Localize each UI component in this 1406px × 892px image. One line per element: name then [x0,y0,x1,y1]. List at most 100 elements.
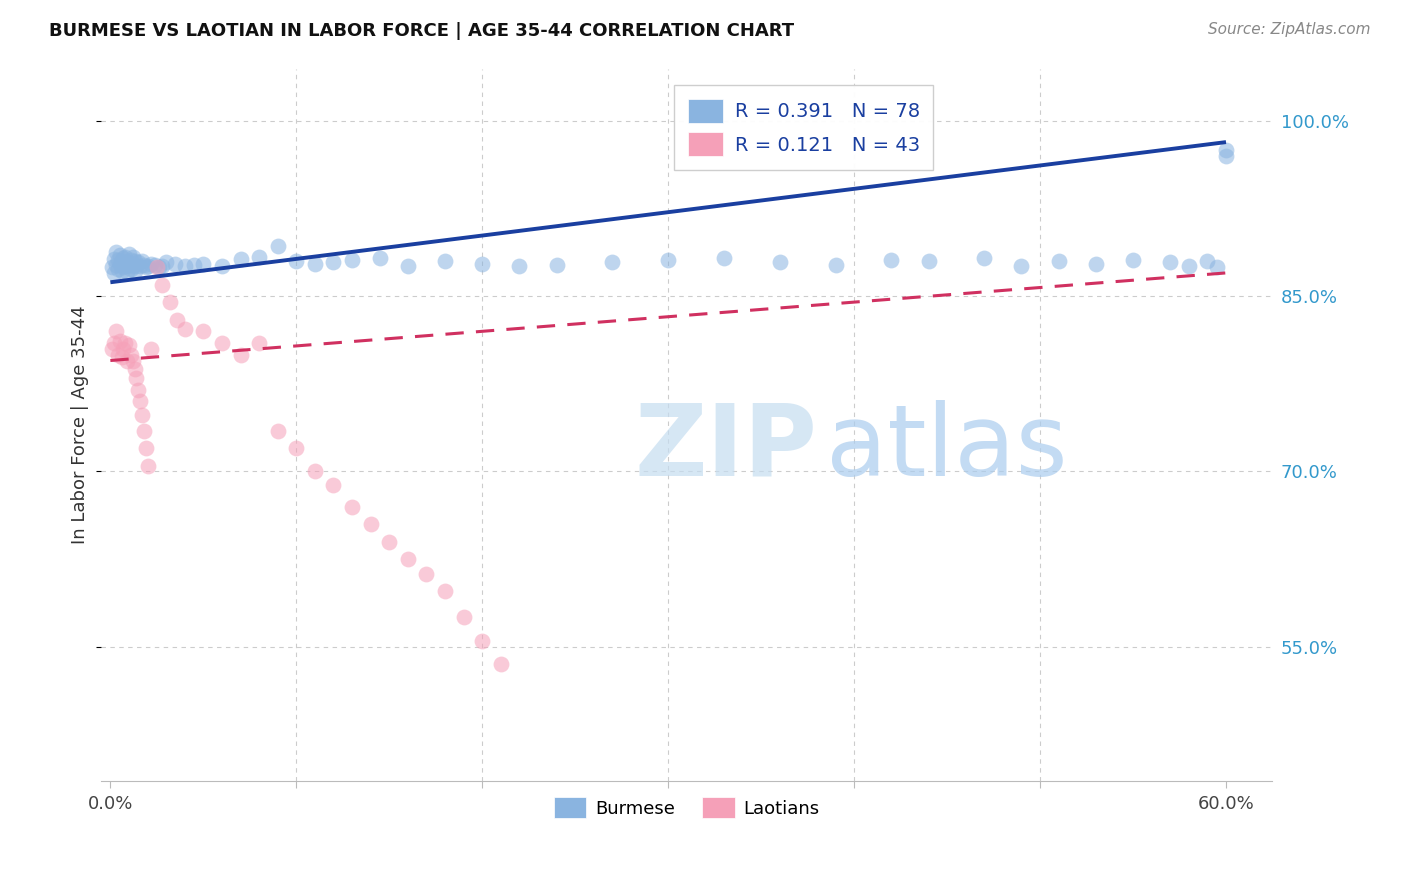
Point [135,260,157,274]
Point [322,255,344,269]
Point [368,251,391,265]
Point [173,259,195,273]
Point [148,260,170,274]
Point [127,383,149,397]
Point [132,424,155,438]
Point [917,254,939,268]
Point [131,409,153,423]
Point [1011,259,1033,273]
Point [824,258,846,272]
Point [110,254,132,268]
Point [546,258,568,272]
Point [159,295,181,310]
Point [103,252,125,266]
Point [508,259,530,273]
Point [304,256,326,270]
Point [114,336,136,351]
Point [1084,256,1107,270]
Point [115,265,138,279]
Point [110,350,132,364]
Point [166,312,188,326]
Point [112,251,135,265]
Point [489,657,512,672]
Point [183,258,205,272]
Point [127,255,149,269]
Text: atlas: atlas [827,400,1069,497]
Point [141,256,163,270]
Point [108,334,131,348]
Y-axis label: In Labor Force | Age 35-44: In Labor Force | Age 35-44 [72,305,89,544]
Point [124,263,146,277]
Point [471,633,494,648]
Point [434,583,457,598]
Point [247,250,270,264]
Point [131,254,153,268]
Point [107,348,129,362]
Point [124,361,146,376]
Point [115,353,138,368]
Point [107,253,129,268]
Point [115,255,138,269]
Point [1205,260,1227,274]
Point [155,255,177,269]
Point [229,252,252,266]
Text: ZIP: ZIP [634,400,817,497]
Point [129,259,152,273]
Point [415,567,437,582]
Point [103,266,125,280]
Point [1215,143,1237,157]
Point [152,259,174,273]
Point [114,250,136,264]
Point [434,254,457,268]
Point [125,371,148,385]
Point [211,259,233,273]
Point [453,610,475,624]
Point [229,348,252,362]
Point [152,277,174,292]
Point [143,258,166,272]
Text: BURMESE VS LAOTIAN IN LABOR FORCE | AGE 35-44 CORRELATION CHART: BURMESE VS LAOTIAN IN LABOR FORCE | AGE … [49,22,794,40]
Point [104,244,127,259]
Point [322,478,344,492]
Point [1197,254,1219,268]
Point [471,256,494,270]
Point [1159,255,1181,269]
Point [121,353,143,368]
Point [360,516,382,531]
Point [304,465,326,479]
Point [118,247,141,261]
Text: Source: ZipAtlas.com: Source: ZipAtlas.com [1208,22,1371,37]
Point [378,534,401,549]
Point [101,342,124,356]
Point [1178,259,1201,273]
Point [1047,254,1070,268]
Point [973,251,995,265]
Point [104,258,127,272]
Point [1215,149,1237,163]
Point [396,259,419,273]
Point [108,248,131,262]
Point [125,259,148,273]
Point [340,500,363,514]
Point [193,256,215,270]
Point [340,253,363,268]
Point [165,256,187,270]
Point [118,258,141,272]
Point [285,254,308,268]
Point [121,259,143,273]
Point [247,336,270,351]
Point [173,322,195,336]
Point [193,324,215,338]
Point [104,324,127,338]
Point [114,259,136,273]
Point [285,441,308,455]
Point [713,251,735,265]
Point [136,259,159,273]
Point [110,263,132,277]
Point [141,342,163,356]
Legend: Burmese, Laotians: Burmese, Laotians [547,790,827,825]
Point [602,255,624,269]
Point [769,255,792,269]
Point [118,338,141,352]
Point [135,441,157,455]
